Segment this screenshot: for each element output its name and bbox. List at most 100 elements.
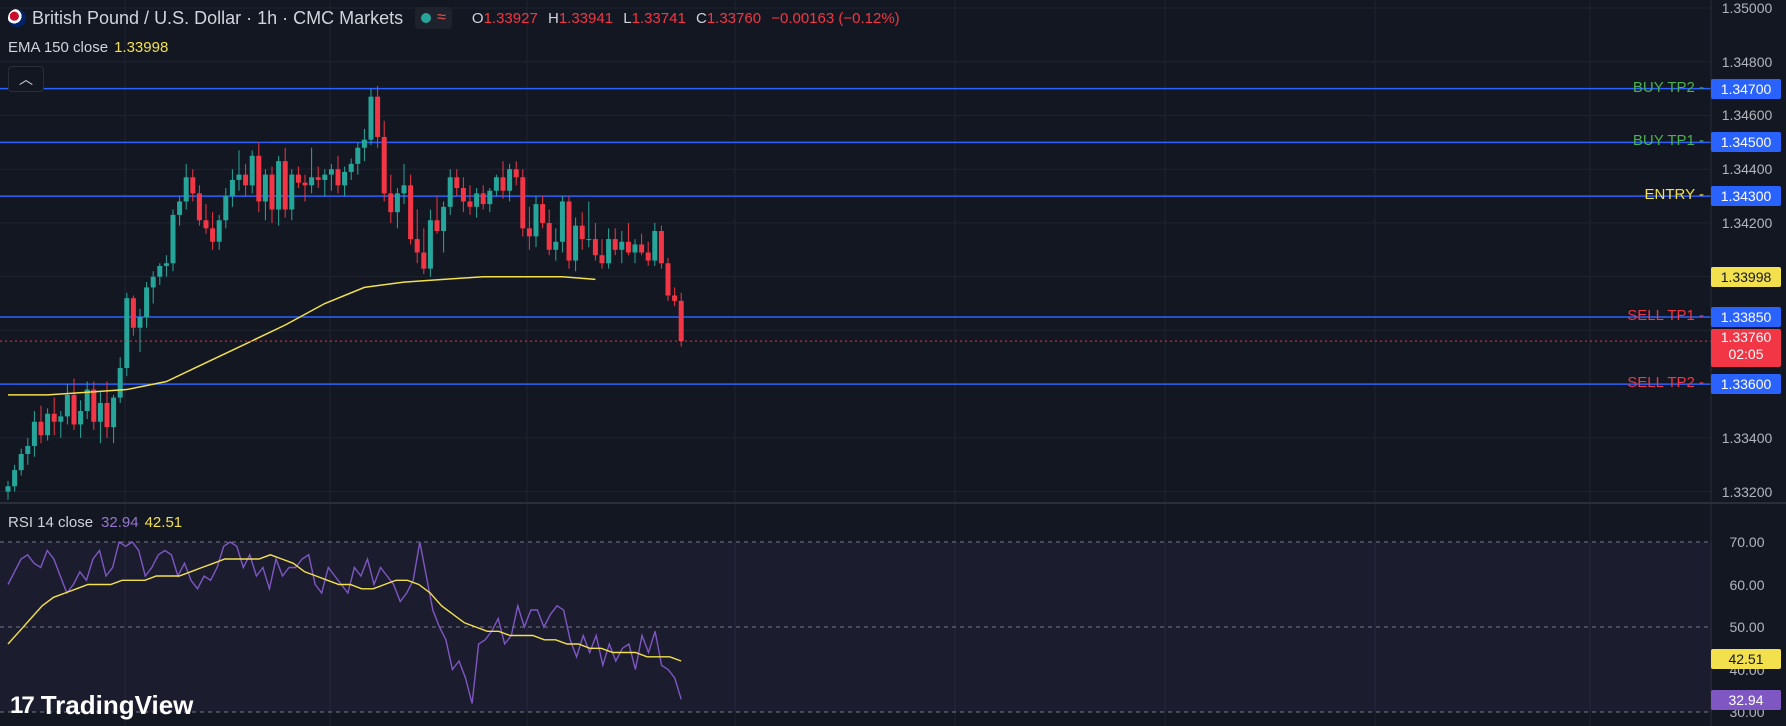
candle-body[interactable] [117, 368, 123, 398]
rsi-legend[interactable]: RSI 14 close 32.94 42.51 [8, 514, 182, 531]
candle-body[interactable] [559, 201, 565, 242]
market-status[interactable]: ≈ [415, 7, 452, 29]
candle-body[interactable] [223, 196, 229, 221]
candle-body[interactable] [652, 231, 658, 261]
candle-body[interactable] [586, 239, 592, 241]
candle-body[interactable] [282, 161, 288, 210]
candle-body[interactable] [190, 177, 196, 194]
level-price-label[interactable]: 1.34300 [1711, 186, 1781, 207]
candle-body[interactable] [262, 174, 268, 202]
candle-body[interactable] [480, 193, 486, 205]
candle-body[interactable] [421, 252, 427, 269]
level-price-label[interactable]: 1.33600 [1711, 374, 1781, 395]
candle-body[interactable] [612, 239, 618, 250]
ema-legend[interactable]: EMA 150 close 1.33998 [8, 39, 168, 56]
level-price-label[interactable]: 1.34700 [1711, 78, 1781, 99]
candle-body[interactable] [216, 220, 222, 242]
candle-body[interactable] [579, 225, 585, 240]
candle-body[interactable] [368, 96, 374, 140]
candle-body[interactable] [45, 413, 51, 436]
candle-body[interactable] [441, 206, 447, 232]
level-price-label[interactable]: 1.33850 [1711, 306, 1781, 327]
tradingview-logo[interactable]: 17 TradingView [10, 690, 193, 721]
candle-body[interactable] [454, 177, 460, 189]
candle-body[interactable] [315, 177, 321, 180]
candle-body[interactable] [500, 177, 506, 191]
candle-body[interactable] [276, 161, 282, 210]
candle-body[interactable] [256, 155, 262, 202]
candle-body[interactable] [348, 163, 354, 172]
candle-body[interactable] [487, 190, 493, 205]
candle-body[interactable] [289, 174, 295, 210]
candle-body[interactable] [203, 220, 209, 229]
candle-body[interactable] [64, 394, 70, 417]
candle-body[interactable] [540, 204, 546, 223]
candle-body[interactable] [157, 265, 163, 277]
candle-body[interactable] [295, 174, 301, 183]
candle-body[interactable] [619, 241, 625, 250]
candle-body[interactable] [533, 204, 539, 237]
candle-body[interactable] [414, 239, 420, 253]
candle-body[interactable] [434, 220, 440, 232]
candle-body[interactable] [170, 214, 176, 264]
level-price-label[interactable]: 1.34500 [1711, 132, 1781, 153]
candle-body[interactable] [111, 397, 117, 428]
candle-body[interactable] [58, 416, 64, 422]
candle-body[interactable] [526, 228, 532, 237]
candle-body[interactable] [493, 177, 499, 191]
candles[interactable] [5, 85, 684, 500]
candle-body[interactable] [342, 171, 348, 186]
candle-body[interactable] [645, 252, 651, 261]
candle-body[interactable] [592, 239, 598, 256]
candle-body[interactable] [12, 470, 18, 487]
candle-body[interactable] [566, 201, 572, 261]
candle-body[interactable] [381, 136, 387, 194]
candle-body[interactable] [150, 276, 156, 288]
candle-body[interactable] [18, 454, 24, 471]
candle-body[interactable] [243, 174, 249, 186]
candle-body[interactable] [51, 413, 57, 422]
candle-body[interactable] [460, 188, 466, 202]
candle-body[interactable] [375, 96, 381, 137]
candle-body[interactable] [447, 177, 453, 207]
candle-body[interactable] [606, 239, 612, 264]
candle-body[interactable] [177, 201, 183, 215]
candle-body[interactable] [599, 255, 605, 264]
candle-body[interactable] [520, 177, 526, 229]
candle-body[interactable] [78, 411, 84, 425]
candle-body[interactable] [513, 169, 519, 178]
candle-body[interactable] [302, 182, 308, 186]
candle-body[interactable] [269, 174, 275, 210]
candle-body[interactable] [401, 185, 407, 194]
candle-body[interactable] [361, 139, 367, 148]
candle-body[interactable] [672, 295, 678, 301]
price-axis[interactable]: 1.35000 1.34800 1.34600 1.34400 1.34200 1.334… [1712, 0, 1786, 726]
candle-body[interactable] [137, 316, 143, 328]
symbol-title[interactable]: British Pound / U.S. Dollar · 1h · CMC M… [32, 7, 404, 28]
candle-body[interactable] [130, 298, 136, 328]
candle-body[interactable] [553, 241, 559, 250]
candle-body[interactable] [309, 177, 315, 186]
candle-body[interactable] [335, 169, 341, 186]
candle-body[interactable] [38, 421, 44, 436]
candle-body[interactable] [665, 263, 671, 296]
candle-body[interactable] [507, 169, 513, 191]
candle-body[interactable] [408, 185, 414, 240]
candle-body[interactable] [236, 174, 242, 180]
candle-body[interactable] [5, 486, 11, 492]
candle-body[interactable] [625, 241, 631, 253]
candle-body[interactable] [210, 228, 216, 242]
candle-body[interactable] [388, 193, 394, 213]
candle-body[interactable] [632, 244, 638, 253]
candle-body[interactable] [546, 222, 552, 250]
candle-body[interactable] [474, 193, 480, 207]
candle-body[interactable] [71, 394, 77, 425]
candle-body[interactable] [25, 445, 31, 455]
candle-body[interactable] [183, 177, 189, 202]
candle-body[interactable] [355, 147, 361, 164]
candle-body[interactable] [104, 402, 110, 428]
candle-body[interactable] [31, 421, 37, 446]
candle-body[interactable] [678, 300, 684, 342]
candle-body[interactable] [573, 225, 579, 261]
